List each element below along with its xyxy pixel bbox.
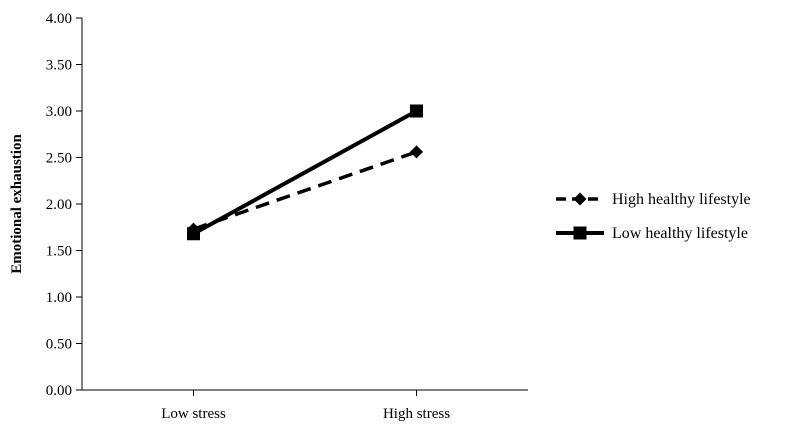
series-1 bbox=[187, 145, 423, 236]
legend-label: Low healthy lifestyle bbox=[612, 225, 748, 242]
legend: High healthy lifestyle Low healthy lifest… bbox=[556, 191, 751, 242]
y-tick-label: 4.00 bbox=[46, 11, 72, 27]
legend-marker bbox=[573, 226, 587, 240]
legend-item: Low healthy lifestyle bbox=[556, 225, 748, 242]
x-tick-label: High stress bbox=[383, 406, 450, 422]
y-axis-title: Emotional exhaustion bbox=[9, 134, 25, 274]
x-axis: Low stress High stress bbox=[82, 389, 528, 422]
y-tick-label: 2.50 bbox=[46, 151, 72, 167]
y-tick-label: 3.50 bbox=[46, 58, 72, 74]
series-marker bbox=[410, 145, 423, 159]
y-tick-label: 1.00 bbox=[46, 290, 72, 306]
y-tick-label: 1.50 bbox=[46, 244, 72, 260]
series-line bbox=[192, 150, 418, 231]
y-tick-label: 0.00 bbox=[46, 383, 72, 399]
series-layer bbox=[187, 104, 423, 241]
series-2 bbox=[187, 104, 423, 241]
y-axis: 0.00 0.50 1.00 1.50 2.00 2.50 3.00 3.50 4.00 bbox=[46, 11, 83, 399]
x-tick-label: Low stress bbox=[161, 406, 226, 422]
series-line bbox=[192, 109, 418, 236]
legend-marker bbox=[573, 192, 587, 206]
y-tick-label: 3.00 bbox=[46, 104, 72, 120]
y-tick-label: 2.00 bbox=[46, 197, 72, 213]
series-marker bbox=[410, 104, 423, 118]
legend-label: High healthy lifestyle bbox=[612, 191, 751, 208]
y-tick-label: 0.50 bbox=[46, 337, 72, 353]
legend-item: High healthy lifestyle bbox=[556, 191, 751, 208]
series-marker bbox=[187, 227, 200, 241]
